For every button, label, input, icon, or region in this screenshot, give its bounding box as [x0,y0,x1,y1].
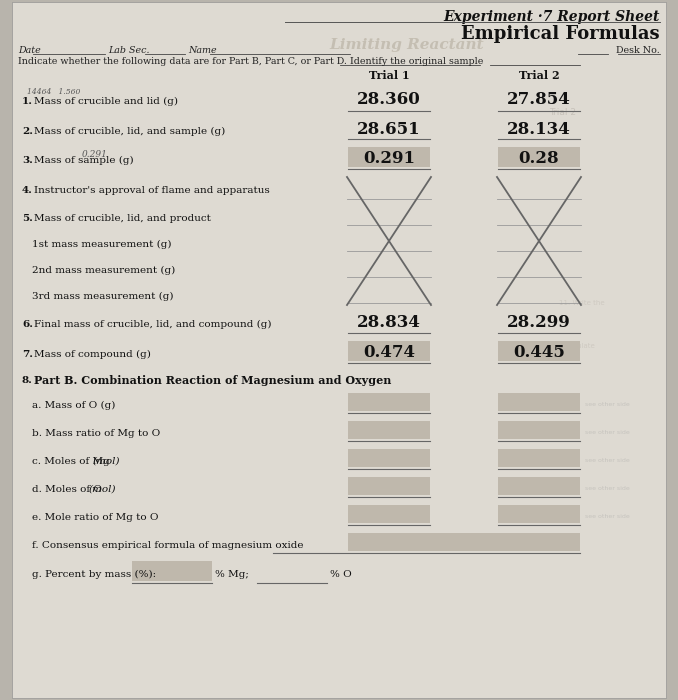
Bar [498,477,580,495]
Text: 1. calculate: 1. calculate [554,343,595,349]
Text: 3.: 3. [22,156,33,165]
Text: Date: Date [18,46,41,55]
Text: Mass of compound (g): Mass of compound (g) [34,350,151,359]
Bar [348,147,430,167]
Text: f. Consensus empirical formula of magnesium oxide: f. Consensus empirical formula of magnes… [32,541,304,550]
Text: (mol): (mol) [93,457,120,466]
Text: see other side: see other side [585,514,630,519]
Text: Trial 2: Trial 2 [519,70,559,81]
Text: 0.474: 0.474 [363,344,415,361]
Text: Indicate whether the following data are for Part B, Part C, or Part D.: Indicate whether the following data are … [18,57,347,66]
Text: Trial 1: Trial 1 [369,70,410,81]
Text: see other side: see other side [585,458,630,463]
Text: Name: Name [188,46,217,55]
Text: a. Mass of O (g): a. Mass of O (g) [32,401,115,410]
Text: c. Moles of Mg: c. Moles of Mg [32,457,113,466]
Text: 28.834: 28.834 [357,314,421,331]
Text: 28.299: 28.299 [507,314,571,331]
Bar [348,449,430,467]
Text: Final mass of crucible, lid, and compound (g): Final mass of crucible, lid, and compoun… [34,320,271,329]
Text: 3rd mass measurement (g): 3rd mass measurement (g) [32,292,174,301]
Bar [348,477,430,495]
Text: % O: % O [330,570,352,579]
Text: 0.28: 0.28 [519,150,559,167]
Bar [498,449,580,467]
Bar [348,533,580,551]
Text: Trial 2: Trial 2 [549,108,576,117]
Text: see other side: see other side [585,430,630,435]
Text: see other side: see other side [585,402,630,407]
Text: g. Percent by mass (%):: g. Percent by mass (%): [32,570,156,579]
Text: 28.134: 28.134 [507,121,571,138]
Text: 0.445: 0.445 [513,344,565,361]
Text: 4.: 4. [22,186,33,195]
Text: Limiting Reactant: Limiting Reactant [330,38,484,52]
Bar [348,341,430,361]
Text: 28.651: 28.651 [357,121,421,138]
Text: Mass of crucible and lid (g): Mass of crucible and lid (g) [34,97,178,106]
Text: Mass of crucible, lid, and sample (g): Mass of crucible, lid, and sample (g) [34,127,225,136]
Text: Part B. Combination Reaction of Magnesium and Oxygen: Part B. Combination Reaction of Magnesiu… [34,374,391,386]
Text: Desk No.: Desk No. [616,46,660,55]
Text: see other side: see other side [585,486,630,491]
Bar [348,505,430,523]
Text: e. Mole ratio of Mg to O: e. Mole ratio of Mg to O [32,513,159,522]
Text: b. Mass ratio of Mg to O: b. Mass ratio of Mg to O [32,429,160,438]
Text: d. Moles of O: d. Moles of O [32,485,105,494]
Text: Mass of crucible, lid, and product: Mass of crucible, lid, and product [34,214,211,223]
Bar [498,421,580,439]
Text: 1.: 1. [22,97,33,106]
Text: % Mg;: % Mg; [215,570,249,579]
Text: Experiment ·7 Report Sheet: Experiment ·7 Report Sheet [443,10,660,24]
Bar [132,561,212,581]
Text: Instructor's approval of flame and apparatus: Instructor's approval of flame and appar… [34,186,270,195]
Text: 0.291: 0.291 [82,150,108,159]
Text: 8.: 8. [22,376,33,384]
Text: 2.: 2. [22,127,33,136]
Bar [348,421,430,439]
Bar [498,147,580,167]
Text: 28.360: 28.360 [357,91,421,108]
Text: Empirical Formulas: Empirical Formulas [461,25,660,43]
Text: 14464   1.560: 14464 1.560 [27,88,81,96]
Text: 7.: 7. [22,350,33,359]
Text: 1st mass measurement (g): 1st mass measurement (g) [32,239,172,249]
Text: 0.291: 0.291 [363,150,415,167]
Text: 6.: 6. [22,320,33,329]
Text: Identify the original sample: Identify the original sample [350,57,483,66]
Text: Mass of sample (g): Mass of sample (g) [34,156,134,165]
Text: (mol): (mol) [89,485,116,494]
Bar [348,393,430,411]
Text: 11. Write the: 11. Write the [559,300,605,306]
Text: 2nd mass measurement (g): 2nd mass measurement (g) [32,266,175,275]
Text: Lab Sec.: Lab Sec. [108,46,150,55]
Bar [498,341,580,361]
Bar [498,393,580,411]
Text: 5.: 5. [22,214,33,223]
Text: 27.854: 27.854 [507,91,571,108]
Bar [498,505,580,523]
